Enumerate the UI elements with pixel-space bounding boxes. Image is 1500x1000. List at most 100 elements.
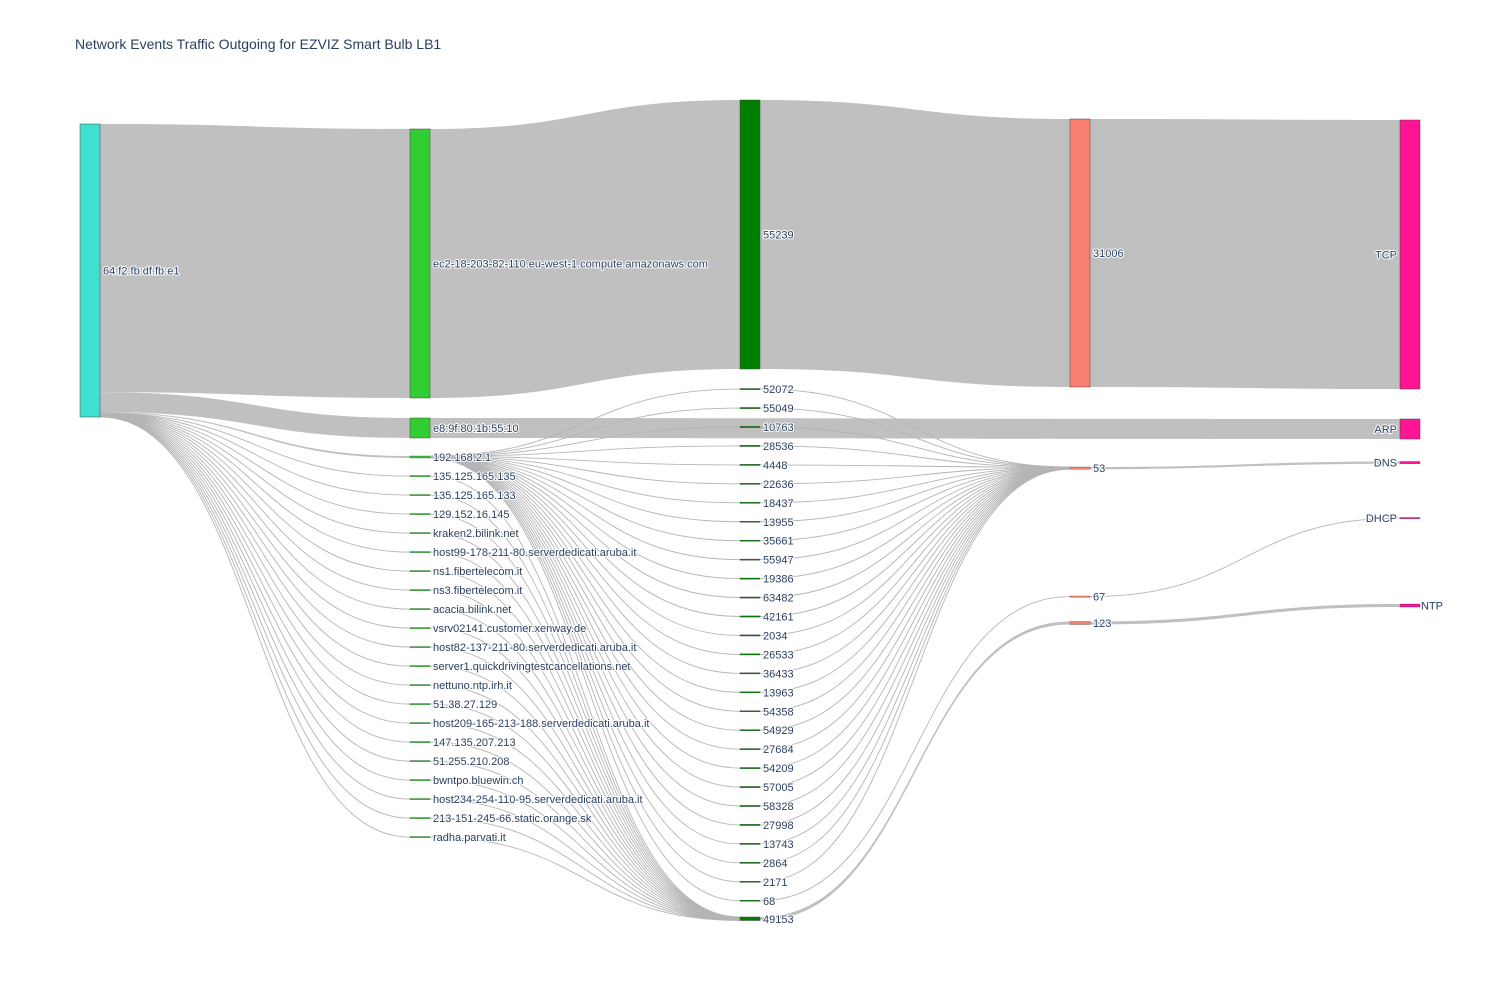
sankey-node[interactable] bbox=[739, 824, 761, 826]
sankey-node[interactable] bbox=[739, 916, 761, 921]
sankey-node[interactable] bbox=[409, 627, 431, 629]
sankey-node[interactable] bbox=[739, 407, 761, 409]
sankey-node[interactable] bbox=[1069, 595, 1091, 598]
sankey-node[interactable] bbox=[739, 539, 761, 542]
sankey-node[interactable] bbox=[409, 722, 431, 724]
sankey-node[interactable] bbox=[739, 99, 761, 370]
sankey-node[interactable] bbox=[739, 426, 761, 428]
sankey-link bbox=[99, 414, 411, 648]
sankey-node[interactable] bbox=[1069, 118, 1091, 388]
sankey-node-label: 129.152.16.145 bbox=[433, 509, 509, 521]
sankey-link bbox=[429, 456, 741, 750]
sankey-node[interactable] bbox=[739, 881, 761, 883]
sankey-node[interactable] bbox=[739, 388, 761, 390]
sankey-link bbox=[429, 551, 741, 919]
sankey-node[interactable] bbox=[1069, 466, 1091, 470]
sankey-node[interactable] bbox=[739, 805, 761, 807]
sankey-link bbox=[429, 532, 741, 919]
sankey-node[interactable] bbox=[739, 653, 761, 656]
sankey-link bbox=[429, 456, 741, 580]
sankey-node[interactable] bbox=[409, 684, 431, 686]
sankey-node[interactable] bbox=[739, 521, 761, 523]
sankey-node[interactable] bbox=[409, 128, 431, 399]
sankey-node[interactable] bbox=[739, 445, 761, 447]
sankey-link bbox=[429, 457, 741, 845]
sankey-node-label: nettuno.ntp.irh.it bbox=[433, 680, 512, 692]
sankey-link bbox=[99, 413, 411, 591]
sankey-node[interactable] bbox=[1399, 603, 1421, 608]
sankey-node[interactable] bbox=[409, 513, 431, 515]
sankey-node[interactable] bbox=[739, 748, 761, 750]
sankey-node[interactable] bbox=[739, 502, 761, 504]
sankey-node-label: radha.parvati.it bbox=[433, 832, 506, 844]
sankey-node[interactable] bbox=[409, 608, 431, 610]
sankey-node[interactable] bbox=[409, 570, 431, 572]
sankey-node-label: 52072 bbox=[763, 384, 794, 396]
sankey-link bbox=[759, 467, 1071, 693]
sankey-node[interactable] bbox=[1069, 621, 1091, 625]
sankey-node[interactable] bbox=[739, 710, 761, 713]
sankey-node[interactable] bbox=[1399, 517, 1421, 519]
sankey-node-label: 57005 bbox=[763, 782, 794, 794]
chart-title: Network Events Traffic Outgoing for EZVI… bbox=[75, 36, 442, 52]
sankey-node[interactable] bbox=[409, 741, 431, 743]
sankey-node-label: 10763 bbox=[763, 422, 794, 434]
sankey-link bbox=[759, 468, 1071, 769]
sankey-node[interactable] bbox=[739, 464, 761, 466]
sankey-node[interactable] bbox=[739, 615, 761, 618]
sankey-link bbox=[759, 468, 1071, 845]
sankey-node-label: 51.38.27.129 bbox=[433, 699, 497, 711]
sankey-node[interactable] bbox=[1399, 461, 1421, 464]
sankey-node-label: server1.quickdrivingtestcancellations.ne… bbox=[433, 661, 631, 673]
sankey-node[interactable] bbox=[409, 475, 431, 477]
sankey-node[interactable] bbox=[409, 836, 431, 838]
sankey-node[interactable] bbox=[409, 817, 431, 819]
sankey-node[interactable] bbox=[409, 455, 431, 459]
sankey-node[interactable] bbox=[739, 786, 761, 788]
sankey-node[interactable] bbox=[739, 672, 761, 675]
sankey-link bbox=[759, 467, 1071, 504]
sankey-node[interactable] bbox=[1399, 418, 1421, 440]
sankey-node[interactable] bbox=[409, 494, 431, 496]
sankey-node[interactable] bbox=[409, 646, 431, 648]
sankey-node[interactable] bbox=[739, 900, 761, 902]
sankey-node[interactable] bbox=[739, 767, 761, 769]
sankey-node-label: 35661 bbox=[763, 536, 794, 548]
sankey-link bbox=[429, 722, 741, 920]
sankey-node[interactable] bbox=[739, 843, 761, 845]
sankey-link bbox=[429, 407, 741, 457]
sankey-node[interactable] bbox=[739, 634, 761, 637]
sankey-link bbox=[429, 456, 741, 712]
sankey-link bbox=[429, 457, 741, 807]
sankey-node[interactable] bbox=[409, 589, 431, 591]
sankey-node[interactable] bbox=[409, 703, 431, 705]
sankey-node[interactable] bbox=[409, 551, 431, 553]
sankey-node[interactable] bbox=[409, 532, 431, 534]
sankey-node[interactable] bbox=[739, 862, 761, 864]
sankey-node[interactable] bbox=[409, 798, 431, 800]
sankey-node[interactable] bbox=[739, 691, 761, 694]
sankey-node[interactable] bbox=[409, 417, 431, 439]
sankey-node[interactable] bbox=[409, 665, 431, 667]
sankey-link bbox=[429, 456, 741, 598]
sankey-node[interactable] bbox=[409, 779, 431, 781]
sankey-link bbox=[429, 646, 741, 920]
sankey-link bbox=[99, 416, 411, 819]
sankey-node[interactable] bbox=[79, 123, 101, 418]
sankey-node[interactable] bbox=[739, 729, 761, 731]
sankey-node[interactable] bbox=[739, 577, 761, 580]
sankey-node[interactable] bbox=[739, 483, 761, 485]
sankey-link bbox=[429, 494, 741, 918]
sankey-link bbox=[100, 392, 410, 438]
sankey-link bbox=[759, 468, 1071, 826]
sankey-link bbox=[429, 457, 741, 826]
sankey-link bbox=[759, 467, 1071, 674]
sankey-node[interactable] bbox=[739, 558, 761, 561]
sankey-node[interactable] bbox=[739, 596, 761, 599]
sankey-link bbox=[760, 621, 1070, 921]
sankey-node-label: 4448 bbox=[763, 460, 787, 472]
sankey-node[interactable] bbox=[409, 760, 431, 762]
sankey-link bbox=[759, 445, 1071, 468]
sankey-link bbox=[759, 468, 1071, 864]
sankey-node[interactable] bbox=[1399, 119, 1421, 390]
